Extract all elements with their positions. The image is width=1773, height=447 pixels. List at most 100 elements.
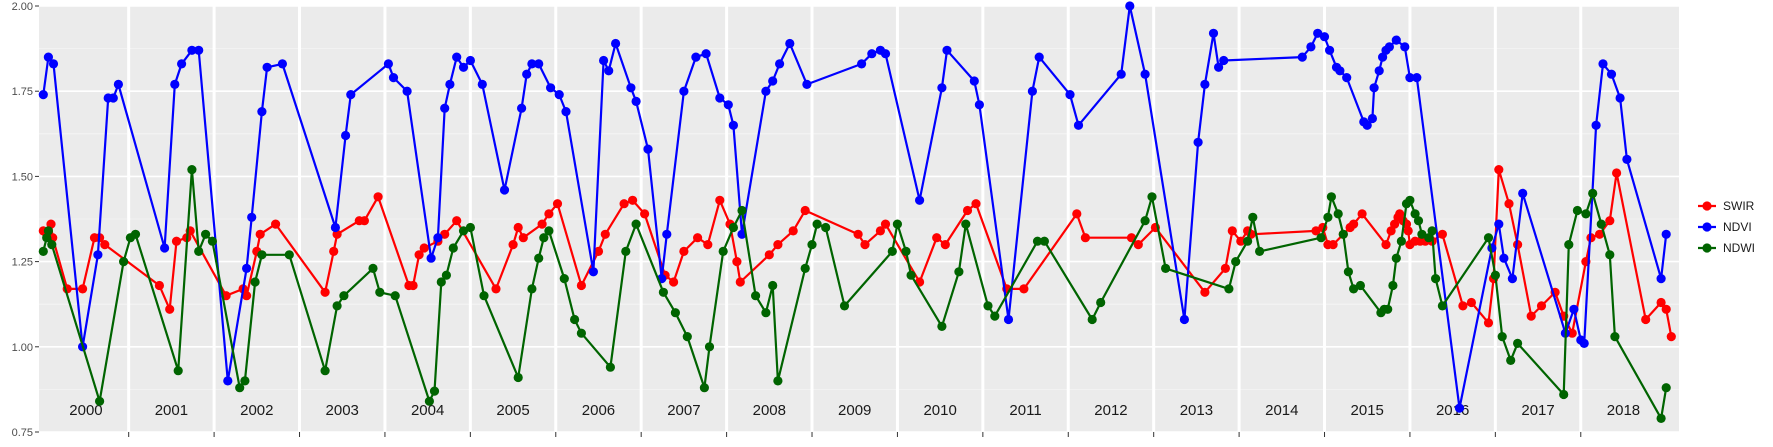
year-label: 2016 bbox=[1436, 402, 1469, 419]
data-point-ndwi bbox=[1087, 314, 1097, 325]
data-point-ndwi bbox=[375, 287, 385, 297]
data-point-ndwi bbox=[1255, 246, 1265, 256]
data-point-ndwi bbox=[534, 253, 544, 263]
year-label: 2014 bbox=[1265, 402, 1298, 419]
data-point-ndwi bbox=[544, 226, 554, 236]
data-point-ndwi bbox=[1140, 216, 1150, 226]
data-point-swir bbox=[537, 219, 547, 229]
data-point-ndwi bbox=[1417, 229, 1427, 239]
data-point-ndvi bbox=[48, 59, 59, 69]
data-point-ndvi bbox=[1622, 154, 1632, 164]
data-point-swir bbox=[1661, 304, 1671, 314]
data-point-ndvi bbox=[499, 185, 510, 195]
data-point-ndvi bbox=[1208, 28, 1219, 38]
data-point-ndvi bbox=[1065, 90, 1075, 100]
data-point-swir bbox=[1504, 199, 1514, 209]
data-point-ndvi bbox=[588, 267, 599, 277]
data-point-ndwi bbox=[187, 165, 197, 175]
data-point-ndvi bbox=[880, 49, 891, 59]
data-point-ndvi bbox=[262, 62, 272, 72]
data-point-ndwi bbox=[465, 222, 475, 233]
data-point-ndwi bbox=[429, 386, 440, 396]
legend-label: NDVI bbox=[1723, 220, 1752, 234]
data-point-ndwi bbox=[699, 383, 710, 393]
data-point-swir bbox=[628, 195, 638, 205]
year-label: 2011 bbox=[1009, 402, 1041, 419]
data-point-ndwi bbox=[1333, 209, 1343, 219]
data-point-swir bbox=[860, 240, 870, 250]
data-point-ndvi bbox=[701, 49, 711, 59]
data-point-ndvi bbox=[723, 100, 733, 110]
data-point-ndvi bbox=[1661, 229, 1671, 239]
year-label: 2009 bbox=[838, 402, 871, 419]
data-point-swir bbox=[359, 216, 369, 226]
data-point-swir bbox=[1567, 328, 1577, 338]
data-point-ndvi bbox=[160, 243, 170, 253]
data-point-ndwi bbox=[1391, 253, 1401, 263]
data-point-ndwi bbox=[887, 246, 897, 256]
series-ndvi bbox=[38, 1, 1671, 413]
data-point-swir bbox=[1526, 311, 1536, 321]
data-point-ndvi bbox=[737, 229, 747, 239]
data-point-ndwi bbox=[250, 277, 260, 287]
year-label: 2018 bbox=[1607, 402, 1640, 419]
data-point-swir bbox=[513, 222, 523, 233]
data-point-ndvi bbox=[1034, 52, 1044, 62]
data-point-ndvi bbox=[242, 263, 252, 273]
data-point-swir bbox=[715, 195, 725, 205]
data-point-ndvi bbox=[1656, 274, 1666, 284]
data-point-ndwi bbox=[1572, 205, 1582, 216]
data-point-swir bbox=[100, 240, 110, 250]
data-point-ndwi bbox=[332, 301, 342, 311]
data-point-ndvi bbox=[187, 45, 197, 55]
data-point-swir bbox=[600, 229, 610, 239]
data-point-ndvi bbox=[277, 59, 287, 69]
data-point-ndwi bbox=[1413, 216, 1424, 226]
data-point-ndvi bbox=[631, 96, 641, 106]
data-point-ndvi bbox=[1494, 219, 1504, 229]
data-point-ndwi bbox=[718, 246, 728, 256]
data-point-swir bbox=[154, 280, 164, 291]
data-point-swir bbox=[764, 250, 774, 260]
data-point-ndvi bbox=[445, 79, 455, 89]
data-point-swir bbox=[1666, 332, 1676, 342]
data-point-ndwi bbox=[1656, 413, 1666, 423]
data-point-ndwi bbox=[1338, 229, 1348, 239]
data-point-ndwi bbox=[1564, 240, 1574, 250]
data-point-swir bbox=[773, 240, 783, 250]
y-tick-label: 1.25 bbox=[12, 257, 33, 269]
data-point-ndvi bbox=[775, 59, 785, 69]
data-point-ndvi bbox=[1405, 73, 1415, 83]
data-point-swir bbox=[971, 199, 981, 209]
data-point-ndvi bbox=[561, 107, 571, 117]
year-labels: 2000 2001 2002 2003 2004 2005 2006 2007 2008 2009… bbox=[69, 402, 1640, 419]
data-point-ndwi bbox=[1161, 263, 1171, 273]
data-point-ndwi bbox=[390, 291, 400, 301]
data-point-ndvi bbox=[546, 83, 556, 93]
data-point-ndvi bbox=[527, 59, 537, 69]
data-point-swir bbox=[1386, 226, 1396, 236]
data-point-ndwi bbox=[1316, 233, 1326, 243]
data-point-ndwi bbox=[1147, 192, 1157, 202]
data-point-swir bbox=[593, 246, 604, 256]
data-point-ndwi bbox=[901, 246, 911, 256]
data-point-swir bbox=[440, 229, 450, 239]
data-point-ndvi bbox=[1073, 120, 1084, 130]
data-point-ndwi bbox=[954, 267, 964, 277]
data-point-ndwi bbox=[339, 291, 349, 301]
data-point-swir bbox=[1605, 216, 1615, 226]
legend-label: SWIR bbox=[1723, 199, 1755, 213]
data-point-ndwi bbox=[1388, 280, 1398, 291]
year-label: 2003 bbox=[326, 402, 359, 419]
data-point-ndvi bbox=[857, 59, 867, 69]
data-point-ndvi bbox=[1116, 69, 1126, 79]
data-point-ndvi bbox=[433, 233, 443, 243]
data-point-ndwi bbox=[1506, 355, 1516, 365]
data-point-ndwi bbox=[119, 257, 129, 267]
data-point-ndvi bbox=[1319, 32, 1330, 42]
data-point-ndwi bbox=[682, 332, 692, 342]
data-point-swir bbox=[1311, 226, 1321, 236]
data-point-ndwi bbox=[761, 308, 771, 318]
